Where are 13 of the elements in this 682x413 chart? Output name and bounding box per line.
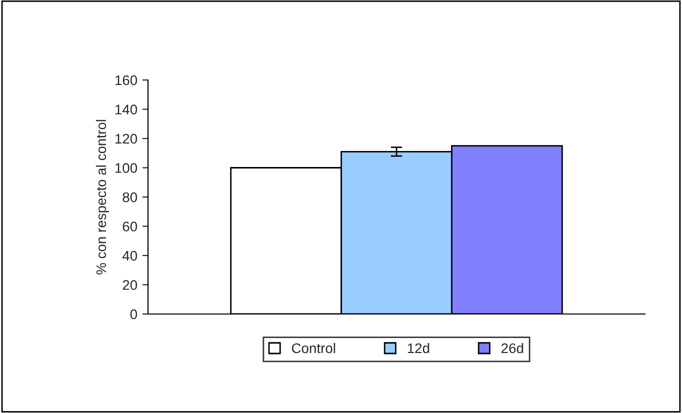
legend-label: 12d [408,342,430,354]
y-tick-label: 80 [122,192,138,202]
y-tick-label: 100 [115,163,138,173]
y-tick-label: 140 [115,104,138,114]
y-tick-label: 20 [122,280,138,290]
y-tick-label: 40 [122,250,138,261]
legend-label: 26d [502,342,524,354]
y-tick-label: 120 [115,134,138,144]
legend-label: Control [292,342,336,354]
y-axis-title: % con respecto al control [96,120,109,274]
y-tick-label: 160 [115,75,138,86]
y-tick-label: 60 [122,222,138,232]
y-tick-label: 0 [130,309,138,320]
